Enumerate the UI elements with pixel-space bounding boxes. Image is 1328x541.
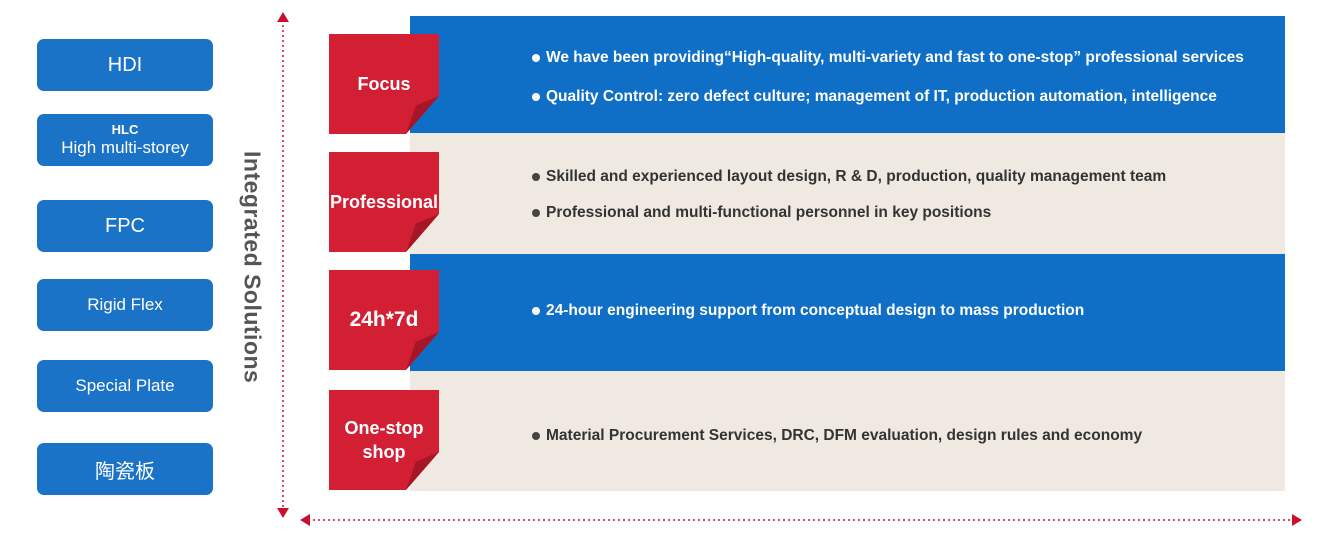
sidebar-item-label: Rigid Flex bbox=[87, 295, 163, 314]
list-item: Professional and multi-functional person… bbox=[532, 204, 991, 222]
list-item: Material Procurement Services, DRC, DFM … bbox=[532, 427, 1142, 445]
sidebar-item-label: 陶瓷板 bbox=[95, 460, 155, 483]
sidebar-item-ceramic-plate[interactable]: 陶瓷板 bbox=[37, 443, 213, 495]
list-item: 24-hour engineering support from concept… bbox=[532, 302, 1084, 320]
tag-focus: Focus bbox=[329, 34, 439, 134]
bullet-dot-icon bbox=[532, 173, 540, 181]
sidebar-item-hdi[interactable]: HDI bbox=[37, 39, 213, 91]
row-one-stop-band: Material Procurement Services, DRC, DFM … bbox=[410, 371, 1285, 491]
integrated-solutions-title: Integrated Solutions bbox=[239, 151, 266, 384]
list-item: Skilled and experienced layout design, R… bbox=[532, 168, 1166, 186]
sidebar-item-hlc[interactable]: HLC High multi-storey bbox=[37, 114, 213, 166]
bullet-dot-icon bbox=[532, 307, 540, 315]
sidebar-item-rigid-flex[interactable]: Rigid Flex bbox=[37, 279, 213, 331]
bullet-dot-icon bbox=[532, 209, 540, 217]
sidebar-item-label: Special Plate bbox=[75, 376, 175, 395]
row-24h7d-band: 24-hour engineering support from concept… bbox=[410, 254, 1285, 371]
tag-label: One-stop shop bbox=[344, 418, 424, 462]
horizontal-double-arrow bbox=[300, 514, 1302, 526]
tag-24h7d: 24h*7d bbox=[329, 270, 439, 370]
sidebar-item-label: HLC bbox=[111, 122, 139, 137]
tag-one-stop-shop: One-stop shop bbox=[329, 390, 439, 490]
row-professional-band: Skilled and experienced layout design, R… bbox=[410, 133, 1285, 254]
sidebar-item-special-plate[interactable]: Special Plate bbox=[37, 360, 213, 412]
list-item: We have been providing“High-quality, mul… bbox=[532, 49, 1244, 67]
list-item: Quality Control: zero defect culture; ma… bbox=[532, 88, 1217, 106]
tag-label: 24h*7d bbox=[349, 308, 419, 331]
tag-label: Focus bbox=[357, 74, 411, 94]
sidebar-item-fpc[interactable]: FPC bbox=[37, 200, 213, 252]
bullet-dot-icon bbox=[532, 93, 540, 101]
bullet-dot-icon bbox=[532, 54, 540, 62]
bullet-dot-icon bbox=[532, 432, 540, 440]
tag-professional: Professional bbox=[329, 152, 439, 252]
row-focus-band: We have been providing“High-quality, mul… bbox=[410, 16, 1285, 133]
sidebar-item-label: FPC bbox=[105, 214, 145, 237]
vertical-double-arrow bbox=[277, 12, 289, 518]
tag-label: Professional bbox=[329, 192, 439, 212]
sidebar-item-label: HDI bbox=[107, 53, 143, 76]
sidebar-item-sublabel: High multi-storey bbox=[61, 138, 189, 157]
